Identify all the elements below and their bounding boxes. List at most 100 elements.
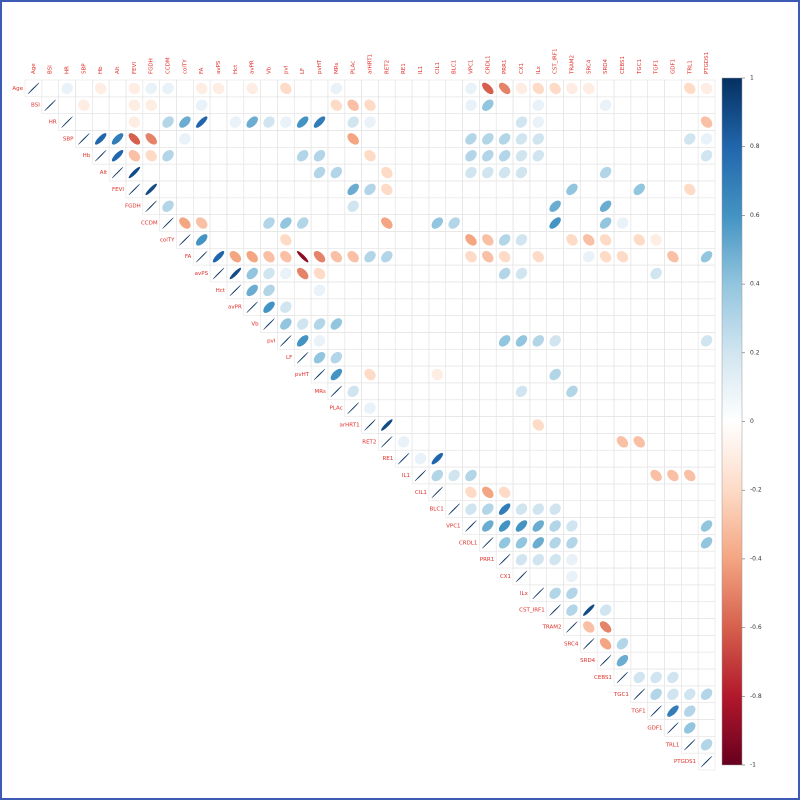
correlation-ellipse bbox=[515, 99, 528, 111]
correlation-ellipse bbox=[465, 469, 477, 482]
correlation-ellipse bbox=[246, 99, 258, 111]
correlation-ellipse bbox=[650, 267, 662, 280]
correlation-ellipse bbox=[667, 284, 679, 297]
correlation-ellipse bbox=[263, 250, 275, 263]
correlation-ellipse bbox=[616, 671, 629, 684]
correlation-ellipse bbox=[633, 520, 645, 532]
correlation-ellipse bbox=[381, 402, 393, 414]
correlation-ellipse bbox=[616, 267, 629, 280]
correlation-ellipse bbox=[465, 301, 477, 313]
correlation-ellipse bbox=[313, 250, 326, 263]
column-label: CRDL1 bbox=[485, 56, 491, 74]
correlation-ellipse bbox=[498, 537, 511, 549]
correlation-ellipse bbox=[347, 99, 359, 111]
correlation-ellipse bbox=[532, 587, 545, 600]
correlation-ellipse bbox=[532, 200, 545, 212]
correlation-ellipse bbox=[482, 183, 494, 196]
correlation-ellipse bbox=[431, 436, 444, 448]
correlation-ellipse bbox=[684, 621, 696, 633]
correlation-ellipse bbox=[280, 82, 292, 95]
correlation-ellipse bbox=[599, 368, 612, 381]
correlation-ellipse bbox=[397, 368, 410, 381]
row-label: FEVI bbox=[112, 187, 124, 193]
correlation-ellipse bbox=[431, 250, 444, 263]
correlation-ellipse bbox=[364, 301, 376, 313]
correlation-ellipse bbox=[482, 318, 494, 330]
correlation-ellipse bbox=[515, 82, 528, 95]
correlation-ellipse bbox=[616, 436, 629, 448]
correlation-ellipse bbox=[162, 99, 174, 111]
column-label: FEVI bbox=[132, 62, 138, 74]
correlation-ellipse bbox=[431, 82, 444, 95]
correlation-ellipse bbox=[583, 217, 595, 229]
correlation-ellipse bbox=[246, 267, 258, 280]
correlation-ellipse bbox=[532, 486, 545, 499]
correlation-ellipse bbox=[633, 385, 645, 398]
correlation-ellipse bbox=[296, 150, 309, 162]
correlation-ellipse bbox=[212, 217, 225, 229]
correlation-ellipse bbox=[364, 217, 376, 229]
correlation-ellipse bbox=[465, 368, 477, 381]
correlation-ellipse bbox=[431, 166, 444, 179]
correlation-ellipse bbox=[532, 82, 545, 95]
correlation-ellipse bbox=[414, 99, 427, 111]
correlation-ellipse bbox=[246, 284, 258, 297]
correlation-ellipse bbox=[381, 419, 393, 431]
column-label: Age bbox=[31, 63, 37, 74]
correlation-ellipse bbox=[498, 217, 511, 229]
column-label: BSI bbox=[48, 65, 54, 74]
row-label: Hb bbox=[83, 153, 91, 159]
correlation-ellipse bbox=[616, 486, 629, 499]
correlation-ellipse bbox=[667, 436, 679, 448]
correlation-ellipse bbox=[381, 82, 393, 95]
correlation-ellipse bbox=[313, 318, 326, 330]
correlation-ellipse bbox=[532, 234, 545, 246]
correlation-ellipse bbox=[280, 284, 292, 297]
correlation-ellipse bbox=[414, 301, 427, 313]
row-label: CST_IRF1 bbox=[519, 608, 545, 614]
correlation-ellipse bbox=[599, 587, 612, 600]
correlation-ellipse bbox=[599, 250, 612, 263]
correlation-ellipse bbox=[650, 82, 662, 95]
correlation-ellipse bbox=[700, 688, 713, 700]
correlation-ellipse bbox=[667, 654, 679, 667]
correlation-ellipse bbox=[397, 82, 410, 95]
correlation-ellipse bbox=[448, 419, 460, 431]
correlation-ellipse bbox=[700, 621, 713, 633]
correlation-ellipse bbox=[633, 621, 645, 633]
correlation-ellipse bbox=[229, 284, 242, 297]
correlation-ellipse bbox=[364, 150, 376, 162]
correlation-ellipse bbox=[431, 234, 444, 246]
correlation-ellipse bbox=[448, 183, 460, 196]
correlation-ellipse bbox=[583, 99, 595, 111]
correlation-ellipse bbox=[583, 385, 595, 398]
correlation-ellipse bbox=[313, 217, 326, 229]
correlation-ellipse bbox=[549, 503, 561, 515]
correlation-ellipse bbox=[448, 267, 460, 280]
correlation-ellipse bbox=[599, 570, 612, 583]
column-label: avPR bbox=[250, 60, 256, 74]
correlation-ellipse bbox=[364, 200, 376, 212]
correlation-ellipse bbox=[700, 486, 713, 499]
colorbar-tick-label: -0.2 bbox=[750, 487, 762, 494]
correlation-ellipse bbox=[633, 654, 645, 667]
correlation-ellipse bbox=[381, 335, 393, 347]
column-label: LF bbox=[300, 68, 306, 74]
correlation-ellipse bbox=[532, 301, 545, 313]
correlation-ellipse bbox=[650, 638, 662, 650]
correlation-ellipse bbox=[414, 335, 427, 347]
correlation-ellipse bbox=[431, 419, 444, 431]
correlation-ellipse bbox=[599, 99, 612, 111]
correlation-ellipse bbox=[566, 587, 578, 600]
correlation-ellipse bbox=[145, 82, 157, 95]
correlation-ellipse bbox=[482, 234, 494, 246]
correlation-ellipse bbox=[145, 183, 157, 196]
correlation-ellipse bbox=[229, 166, 242, 179]
correlation-ellipse bbox=[431, 301, 444, 313]
correlation-ellipse bbox=[549, 537, 561, 549]
column-label: TGF1 bbox=[654, 60, 660, 75]
correlation-ellipse bbox=[566, 385, 578, 398]
correlation-ellipse bbox=[684, 402, 696, 414]
colorbar-tick-label: 0.8 bbox=[750, 143, 760, 150]
correlation-ellipse bbox=[414, 150, 427, 162]
